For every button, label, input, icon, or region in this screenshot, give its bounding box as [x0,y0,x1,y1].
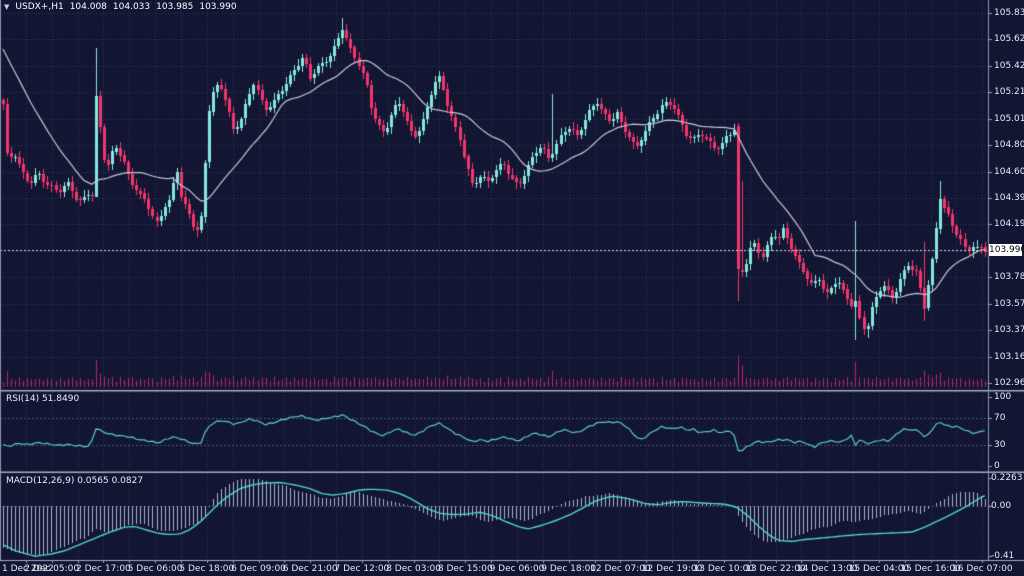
time-label: 13 Dec 22:00 [745,564,806,574]
macd-tick: -0.41 [991,551,1015,561]
time-label: 2 Dec 05:00 [24,564,80,574]
time-label: 7 Dec 12:00 [334,564,390,574]
time-label: 14 Dec 13:00 [796,564,858,574]
time-label: 2 Dec 17:00 [75,564,131,574]
time-label: 13 Dec 10:00 [693,564,755,574]
macd-tick: 0.00 [991,501,1012,511]
price-tick: 105.420 [994,60,1024,71]
price-tick: 105.830 [994,8,1024,18]
price-tick: 103.575 [994,298,1024,309]
time-label: 12 Dec 07:00 [590,564,651,574]
chart-header: ▼ USDX+,H1 104.008 104.033 103.985 103.9… [4,2,237,12]
ohlc-open: 104.008 [69,2,107,12]
ohlc-close: 103.990 [199,2,237,12]
time-label: 1 Dec 2022 [2,564,54,574]
time-label: 15 Dec 16:00 [900,564,961,574]
rsi-tick: 0 [994,461,1000,471]
price-tick: 105.215 [994,87,1024,98]
symbol-dropdown-icon[interactable]: ▼ [4,3,10,11]
price-tick: 103.780 [994,272,1024,283]
time-label: 8 Dec 03:00 [386,564,441,574]
time-label: 16 Dec 07:00 [952,564,1013,574]
time-label: 12 Dec 19:00 [641,564,703,574]
price-tick: 103.370 [994,325,1024,336]
time-label: 6 Dec 09:00 [231,564,286,574]
rsi-tick: 70 [994,412,1006,423]
price-tick: 104.395 [994,193,1024,203]
time-label: 8 Dec 15:00 [437,564,493,574]
price-tick: 104.600 [994,166,1024,177]
price-tick: 104.190 [994,219,1024,230]
time-label: 15 Dec 04:00 [848,564,910,574]
current-price-label: 103.990 [989,244,1024,257]
time-label: 5 Dec 06:00 [127,564,183,574]
price-tick: 105.625 [994,34,1024,45]
rsi-tick: 100 [994,392,1012,402]
macd-tick: 0.2263 [991,473,1023,483]
ohlc-low: 103.985 [156,2,194,12]
price-tick: 103.165 [994,351,1024,362]
price-tick: 104.805 [994,140,1024,151]
rsi-indicator-label: RSI(14) 51.8490 [6,394,80,404]
price-tick: 105.010 [994,113,1024,124]
time-label: 5 Dec 18:00 [179,564,235,574]
time-label: 6 Dec 21:00 [282,564,338,574]
time-label: 9 Dec 06:00 [489,564,545,574]
price-tick: 102.960 [994,378,1024,388]
symbol-timeframe-title: USDX+,H1 [15,2,64,12]
macd-indicator-label: MACD(12,26,9) 0.0565 0.0827 [6,476,144,486]
time-label: 9 Dec 18:00 [541,564,597,574]
ohlc-high: 104.033 [112,2,151,12]
rsi-tick: 30 [994,440,1006,451]
